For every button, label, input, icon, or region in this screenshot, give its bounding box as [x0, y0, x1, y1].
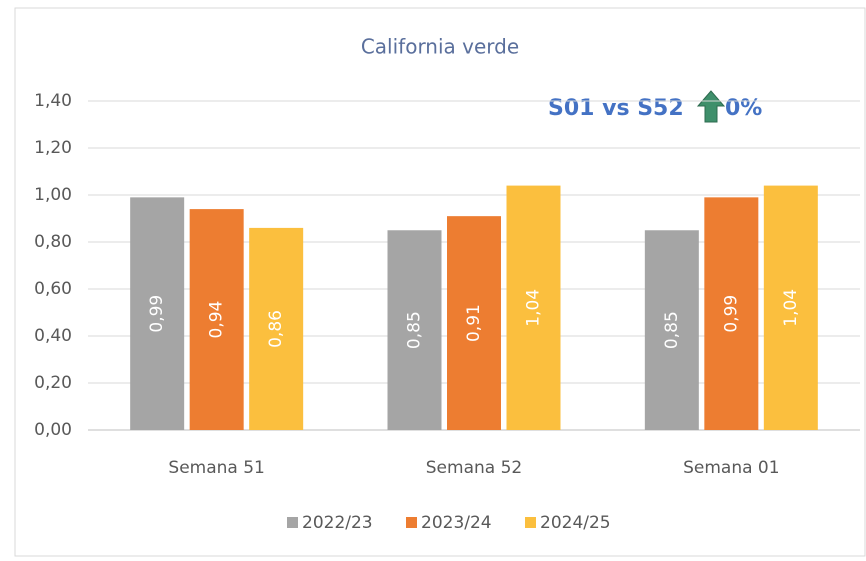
y-tick-label: 0,00	[34, 420, 72, 440]
value-label: 1,04	[524, 289, 544, 327]
legend-swatch	[406, 517, 417, 528]
x-tick-label: Semana 52	[426, 458, 522, 478]
annotation-change: 0%	[725, 96, 762, 121]
x-tick-label: Semana 51	[168, 458, 264, 478]
legend-swatch	[287, 517, 298, 528]
bar	[506, 185, 561, 430]
legend-label: 2023/24	[421, 513, 492, 533]
value-label: 0,94	[207, 301, 227, 339]
value-label: 1,04	[781, 289, 801, 327]
legend-label: 2024/25	[540, 513, 611, 533]
value-label: 0,99	[147, 295, 167, 333]
y-tick-label: 0,60	[34, 279, 72, 299]
x-tick-label: Semana 01	[683, 458, 779, 478]
value-label: 0,85	[662, 311, 682, 349]
legend-swatch	[525, 517, 536, 528]
y-tick-label: 0,80	[34, 232, 72, 252]
y-tick-label: 0,20	[34, 373, 72, 393]
bar	[249, 227, 304, 430]
value-label: 0,99	[721, 295, 741, 333]
chart-title: California verde	[361, 35, 519, 59]
value-label: 0,86	[266, 310, 286, 348]
value-label: 0,91	[464, 304, 484, 342]
bar	[130, 197, 185, 430]
y-tick-label: 0,40	[34, 326, 72, 346]
y-tick-label: 1,20	[34, 138, 72, 158]
bar	[644, 230, 699, 430]
bar	[763, 185, 818, 430]
y-tick-label: 1,40	[34, 91, 72, 111]
up-arrow-icon	[696, 90, 726, 123]
annotation: S01 vs S52	[548, 96, 684, 121]
bar	[704, 197, 759, 430]
bar	[189, 209, 244, 430]
bar	[387, 230, 442, 430]
legend-label: 2022/23	[302, 513, 373, 533]
y-tick-label: 1,00	[34, 185, 72, 205]
value-label: 0,85	[405, 311, 425, 349]
bar	[447, 216, 501, 430]
